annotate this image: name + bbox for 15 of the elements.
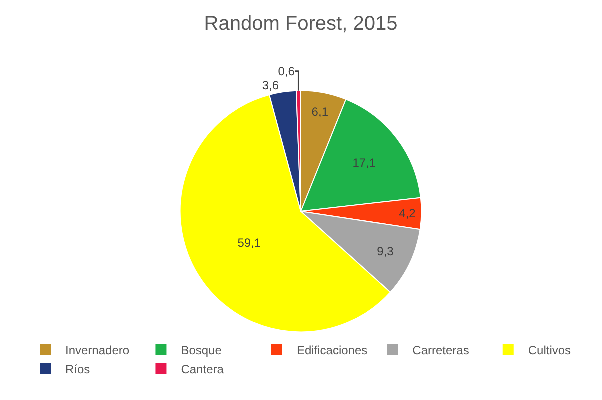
data-label: 6,1 xyxy=(312,104,329,119)
data-label: 17,1 xyxy=(352,156,376,170)
data-label: 59,1 xyxy=(238,236,262,250)
legend-label: Cantera xyxy=(181,362,224,376)
chart-title: Random Forest, 2015 xyxy=(204,13,398,35)
data-label: 3,6 xyxy=(262,78,280,92)
legend-label: Carreteras xyxy=(412,343,470,358)
legend-label: Ríos xyxy=(66,362,90,376)
legend-label: Bosque xyxy=(181,343,222,358)
legend-label: Invernadero xyxy=(66,343,130,358)
data-label: 9,3 xyxy=(377,244,394,259)
data-label: 4,2 xyxy=(399,206,416,221)
data-label: 0,6 xyxy=(278,64,296,78)
legend-label: Cultivos xyxy=(528,343,572,358)
legend-label: Edificaciones xyxy=(296,343,368,358)
